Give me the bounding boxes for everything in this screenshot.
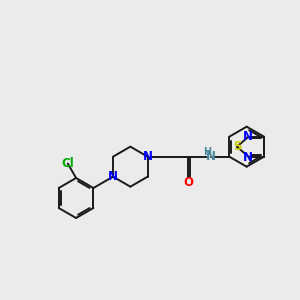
Text: Cl: Cl	[61, 157, 74, 170]
Text: H: H	[203, 147, 211, 157]
Text: N: N	[206, 150, 216, 163]
Text: N: N	[243, 151, 253, 164]
Text: N: N	[143, 150, 153, 163]
Text: N: N	[108, 170, 118, 183]
Text: O: O	[183, 176, 193, 188]
Text: N: N	[243, 130, 253, 142]
Text: S: S	[233, 140, 241, 153]
